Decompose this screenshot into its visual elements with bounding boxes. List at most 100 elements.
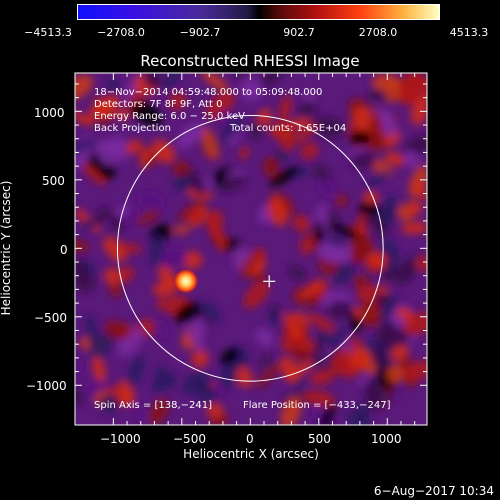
heatmap-blob [356,284,378,303]
heatmap-blob [255,363,281,389]
heatmap-blob [313,220,324,245]
x-tick-label: 500 [308,432,331,446]
heatmap-blob [349,349,370,370]
heatmap-blob [267,196,288,227]
heatmap-blob [136,209,160,225]
heatmap-blob [309,370,335,385]
y-tick-label: 500 [42,174,65,188]
heatmap-blob [311,116,346,139]
colorbar-label: 902.7 [283,26,315,39]
heatmap-blob [181,251,203,269]
heatmap-blob [143,73,163,89]
heatmap-blob [103,267,122,286]
x-axis-label: Heliocentric X (arcsec) [183,447,319,461]
y-tick-label: 1000 [34,106,65,120]
heatmap-blob [330,348,353,376]
bright-source [172,268,199,295]
heatmap-blob [351,241,373,265]
axis-ticks [75,73,427,425]
heatmap-blob [249,122,263,141]
heatmap-blob [396,260,415,286]
heatmap-blob [102,236,127,262]
heatmap-blob [278,95,292,122]
heatmap-blob [177,122,205,149]
heatmap-blob [315,324,339,351]
y-tick-label: 0 [60,243,68,257]
heatmap-blob [185,322,205,352]
heatmap-blob [411,181,427,201]
heatmap-blob [125,139,142,155]
heatmap-blob [358,202,380,216]
heatmap-blob [368,112,381,142]
heatmap-blob [325,186,336,199]
heatmap-blob [139,147,150,170]
heatmap-blob [384,250,400,274]
heatmap-blob [173,160,190,178]
heatmap-blob [206,91,235,119]
heatmap-blob [123,81,136,102]
heatmap-blob [390,344,409,361]
heatmap-blob [362,191,379,204]
heatmap-blob [298,100,318,118]
heatmap-blob [379,195,399,226]
heatmap-blob [117,266,135,283]
heatmap-blob [347,312,362,333]
heatmap-blob [191,349,209,368]
method-text: Back Projection [94,123,171,134]
heatmap-blob [217,175,248,193]
heatmap-blob [260,353,272,370]
heatmap-blob [403,311,427,336]
heatmap-blob [151,139,176,164]
x-tick-label: −500 [173,432,206,446]
heatmap-blob [85,313,98,349]
heatmap-blob [116,107,129,121]
heatmap-blob [75,139,97,154]
heatmap-blob [239,146,250,160]
heatmap-blob [75,273,96,293]
y-axis-label: Heliocentric Y (arcsec) [0,180,13,316]
heatmap-blob [81,162,106,186]
spin-axis-text: Spin Axis = [138,−241] [94,400,213,411]
heatmap-blob [280,395,302,425]
heatmap-blob [195,378,217,406]
heatmap-blob [150,374,178,393]
heatmap-blob [261,73,286,88]
heatmap-blob [269,166,300,188]
heatmap-blob [378,294,399,323]
heatmap-blob [235,366,253,388]
heatmap-blob [350,151,377,170]
heatmap-blob [319,403,336,425]
heatmap-blob [109,283,122,298]
heatmap-blob [82,218,96,231]
heatmap-blob [104,320,131,340]
heatmap-blob [255,328,274,347]
heatmap-blob [174,302,202,325]
heatmap-blob [295,121,316,144]
y-tick-label: −500 [34,311,67,325]
heatmap-blob [134,401,147,425]
colorbar-label: 4513.3 [449,26,489,39]
heatmap-blob [252,248,266,262]
heatmap-blob [220,116,243,142]
heatmap-blob [105,79,122,92]
heatmap-blob [263,156,280,178]
heatmap-blob [137,190,166,211]
heatmap-blob [299,236,313,255]
heatmap-blob [188,209,205,222]
heatmap-blob [89,95,120,119]
heatmap-blob [75,359,85,375]
heatmap-blob [130,100,163,127]
heatmap-blob [401,222,427,234]
heatmap-blob [172,174,193,193]
heatmap-blob [300,142,319,160]
heatmap-blob [95,139,117,166]
heatmap-blob [312,164,331,181]
heatmap-blobs [75,73,427,425]
heatmap-blob [200,126,219,160]
heatmap-blob [372,73,400,92]
heatmap-blob [201,73,229,92]
crosshair-marker [263,275,276,288]
detectors-text: Detectors: 7F 8F 9F, Att 0 [94,99,223,110]
heatmap-blob [149,234,164,268]
